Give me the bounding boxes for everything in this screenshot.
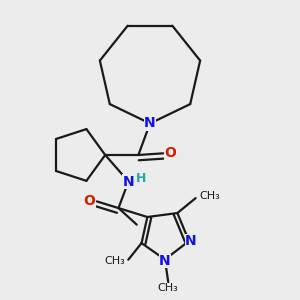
Text: O: O	[84, 194, 96, 208]
Text: CH₃: CH₃	[104, 256, 125, 266]
Text: N: N	[123, 175, 134, 188]
Text: H: H	[136, 172, 146, 185]
Text: CH₃: CH₃	[158, 283, 178, 293]
Text: N: N	[159, 254, 171, 268]
Text: N: N	[144, 116, 156, 130]
Text: CH₃: CH₃	[200, 191, 220, 202]
Text: N: N	[185, 234, 197, 248]
Text: O: O	[165, 146, 176, 160]
